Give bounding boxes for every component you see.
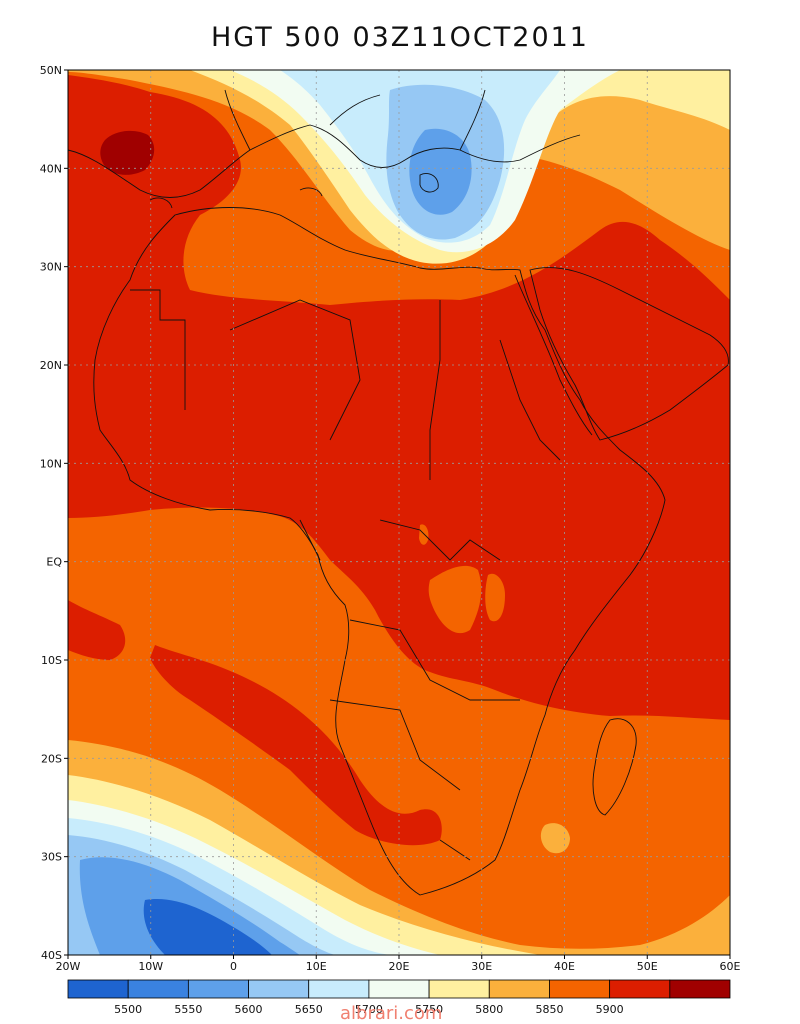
lon-label: 20E xyxy=(389,960,410,973)
lon-label: 30E xyxy=(471,960,492,973)
lat-label: 20N xyxy=(40,359,62,372)
colorbar: 5500 5550 5600 5650 5700 5750 5800 5850 5900 xyxy=(67,979,731,1016)
patch-5850-congo xyxy=(428,565,482,634)
lon-label: 0 xyxy=(230,960,237,973)
lat-label: 50N xyxy=(40,64,62,77)
lat-label: EQ xyxy=(46,556,62,569)
colorbar-swatch xyxy=(609,979,671,999)
lat-axis: 50N 40N 30N 20N 10N EQ 10S 20S 30S 40S xyxy=(40,64,68,962)
contour-fill xyxy=(68,70,730,955)
coastlines xyxy=(68,89,729,896)
lon-label: 60E xyxy=(720,960,741,973)
grid-lines xyxy=(68,70,730,955)
patch-5800-madagascar xyxy=(540,823,570,854)
lon-axis: 20W 10W 0 10E 20E 30E 40E 50E 60E xyxy=(56,955,741,973)
lat-label: 30S xyxy=(41,851,62,864)
colorbar-swatch xyxy=(368,979,430,999)
colorbar-swatch xyxy=(248,979,310,999)
band-5900-south xyxy=(150,645,442,846)
colorbar-swatch xyxy=(67,979,129,999)
lat-label: 40N xyxy=(40,162,62,175)
colorbar-label: 5850 xyxy=(535,1003,563,1016)
patch-5850-east xyxy=(485,573,505,622)
map-title: HGT 500 03Z11OCT2011 xyxy=(211,22,589,53)
lon-label: 50E xyxy=(637,960,658,973)
band-5900 xyxy=(68,75,730,720)
colorbar-label: 5650 xyxy=(295,1003,323,1016)
watermark: albrari.com xyxy=(340,1003,443,1024)
colorbar-label: 5800 xyxy=(475,1003,503,1016)
colorbar-swatch xyxy=(127,979,189,999)
colorbar-swatch xyxy=(187,979,249,999)
colorbar-label: 5550 xyxy=(174,1003,202,1016)
colorbar-label: 5700 xyxy=(355,1003,383,1016)
lat-label: 20S xyxy=(41,752,62,765)
colorbar-swatch xyxy=(308,979,370,999)
lon-label: 10E xyxy=(306,960,327,973)
colorbar-swatch xyxy=(428,979,490,999)
band-5800-east xyxy=(697,140,730,210)
band-5500-south xyxy=(143,899,272,955)
lon-label: 10W xyxy=(138,960,163,973)
colorbar-label: 5600 xyxy=(235,1003,263,1016)
patch-5850-west xyxy=(419,524,429,545)
colorbar-swatch xyxy=(488,979,550,999)
colorbar-swatch xyxy=(669,979,731,999)
lat-label: 10N xyxy=(40,457,62,470)
lat-label: 40S xyxy=(41,949,62,962)
colorbar-label: 5750 xyxy=(415,1003,443,1016)
lon-label: 40E xyxy=(554,960,575,973)
band-5550-north xyxy=(409,128,472,215)
lat-label: 30N xyxy=(40,261,62,274)
colorbar-label: 5900 xyxy=(596,1003,624,1016)
band-5950 xyxy=(100,130,155,175)
lat-label: 10S xyxy=(41,654,62,667)
colorbar-label: 5500 xyxy=(114,1003,142,1016)
colorbar-swatch xyxy=(549,979,611,999)
lon-label: 20W xyxy=(56,960,81,973)
band-5900-west xyxy=(68,600,126,660)
